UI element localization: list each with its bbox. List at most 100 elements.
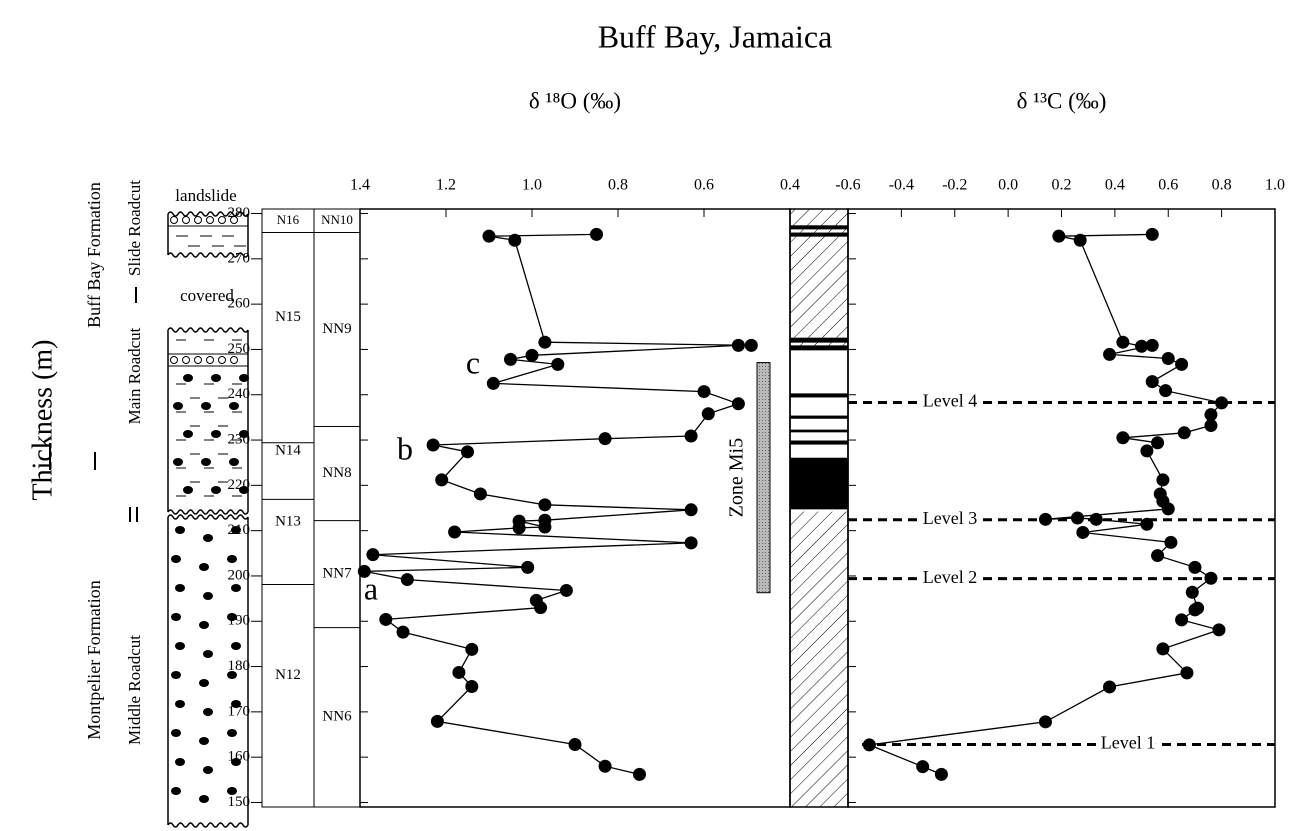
y-tick-label: 180 <box>228 658 251 674</box>
zone-label: Zone Mi5 <box>726 438 748 517</box>
data-point <box>1073 233 1087 247</box>
data-point <box>1151 549 1165 563</box>
y-tick-label: 270 <box>228 250 251 266</box>
zone-bar <box>756 362 771 594</box>
zone-label: N14 <box>275 443 301 459</box>
data-point <box>465 679 479 693</box>
lithology-symbol <box>231 758 241 766</box>
data-point <box>534 601 548 615</box>
data-point <box>486 376 500 390</box>
formation-label: Montpelier Formation <box>84 580 104 739</box>
x-tick-label: 0.8 <box>608 177 628 194</box>
zone-label: NN8 <box>322 465 351 481</box>
lithology-symbol <box>227 613 237 621</box>
data-point <box>357 564 371 578</box>
lithology-symbol <box>201 458 211 466</box>
y-tick-label: 160 <box>228 749 251 765</box>
data-point <box>1071 511 1085 525</box>
zone-label: N16 <box>277 212 300 227</box>
data-point <box>1215 396 1229 410</box>
data-point <box>1175 357 1189 371</box>
data-point <box>1175 613 1189 627</box>
lithology-symbol <box>194 216 202 224</box>
data-point <box>1103 347 1117 361</box>
data-point <box>525 348 539 362</box>
level-label: Level 1 <box>1101 733 1155 753</box>
lithology-symbol <box>173 402 183 410</box>
separators <box>49 287 138 522</box>
data-point <box>482 229 496 243</box>
lithology-symbol <box>171 613 181 621</box>
y-tick-label: 230 <box>228 431 251 447</box>
data-point <box>1038 715 1052 729</box>
data-point <box>1156 473 1170 487</box>
data-point <box>379 612 393 626</box>
data-point <box>1103 680 1117 694</box>
y-tick-label: 250 <box>228 341 251 357</box>
data-point <box>684 429 698 443</box>
data-point <box>1076 525 1090 539</box>
normal-polarity <box>790 429 848 433</box>
lithology-symbol <box>206 216 214 224</box>
lithology-symbol <box>227 555 237 563</box>
x-tick-label: 0.4 <box>780 177 800 194</box>
lithology-symbol <box>239 430 249 438</box>
y-tick-label: 150 <box>228 794 251 810</box>
data-point <box>465 642 479 656</box>
zone-label: N13 <box>275 513 301 529</box>
normal-polarity <box>790 457 848 510</box>
lithology-symbol <box>227 671 237 679</box>
lithology-symbol <box>170 356 178 364</box>
data-point <box>1038 512 1052 526</box>
lithology-symbol <box>175 758 185 766</box>
zone-label: NN6 <box>322 709 352 725</box>
lithology-symbol <box>171 729 181 737</box>
lithology-symbol <box>171 671 181 679</box>
lithology-outline <box>167 327 249 515</box>
data-point <box>1204 419 1218 433</box>
data-point <box>435 473 449 487</box>
data-point <box>1159 384 1173 398</box>
data-point <box>1116 335 1130 349</box>
lithology-symbol <box>175 584 185 592</box>
x-tick-label: 1.0 <box>522 177 542 194</box>
data-point <box>1140 517 1154 531</box>
y-axis-label: Thickness (m) <box>27 340 58 501</box>
data-point <box>1188 560 1202 574</box>
lithology-symbol <box>170 216 178 224</box>
data-point <box>862 738 876 752</box>
data-point <box>448 525 462 539</box>
data-point <box>559 583 573 597</box>
lithology-symbol <box>218 216 226 224</box>
lithology-outline <box>167 514 249 828</box>
data-point <box>590 227 603 241</box>
lithology-symbol <box>199 737 209 745</box>
lithology-symbol <box>229 458 239 466</box>
data-point <box>684 503 698 517</box>
lithology-symbol <box>231 526 241 534</box>
data-point <box>916 760 930 774</box>
data-point <box>1188 603 1202 617</box>
section-label: Middle Roadcut <box>125 635 144 745</box>
lithology-symbol <box>194 356 202 364</box>
data-point <box>1145 227 1159 241</box>
lithology-note: covered <box>180 286 234 305</box>
annotation: c <box>466 344 480 380</box>
lithology-symbol <box>231 700 241 708</box>
data-point <box>934 767 948 781</box>
lithology-symbol <box>199 563 209 571</box>
lithology-symbol <box>171 787 181 795</box>
lithology-symbol <box>231 584 241 592</box>
x-tick-label: 1.0 <box>1265 177 1285 194</box>
data-point <box>1145 375 1159 389</box>
x-axis-label: δ ¹³C (‰) <box>1017 88 1107 113</box>
lithology-note: landslide <box>175 186 236 205</box>
normal-polarity <box>790 345 848 351</box>
x-tick-label: 0.2 <box>1052 177 1072 194</box>
x-tick-label: 0.4 <box>1105 177 1125 194</box>
lithology-symbol <box>183 430 193 438</box>
lithology-symbol <box>211 486 221 494</box>
normal-polarity <box>790 337 848 343</box>
lithology-symbol <box>230 216 238 224</box>
